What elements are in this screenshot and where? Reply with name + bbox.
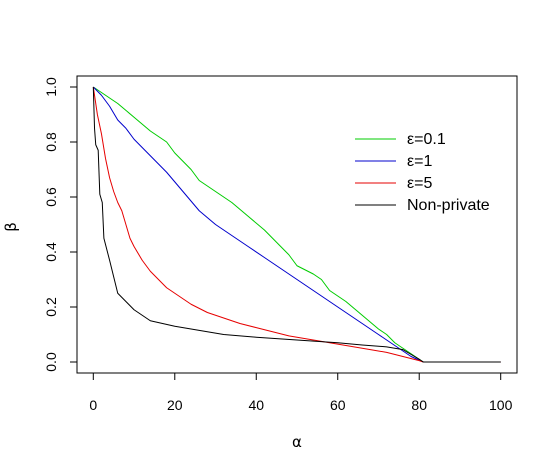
- series-line-4: [92, 86, 501, 363]
- x-tick-label: 40: [248, 397, 264, 413]
- y-tick-label: 0.2: [43, 297, 59, 317]
- legend-label: ε=5: [407, 175, 432, 192]
- series-layer: [92, 86, 501, 363]
- x-tick-label: 60: [330, 397, 346, 413]
- y-tick-label: 0.0: [43, 352, 59, 372]
- series-line-2: [92, 86, 501, 363]
- legend-label: Non-private: [407, 197, 490, 214]
- series-line-1: [93, 86, 501, 363]
- x-axis: 0 20 40 60 80 100: [89, 372, 513, 413]
- plot-box: [76, 75, 518, 374]
- legend: ε=0.1 ε=1 ε=5 Non-private: [355, 131, 490, 214]
- series-line-3: [92, 86, 501, 363]
- x-tick-label: 0: [89, 397, 97, 413]
- y-tick-label: 0.4: [43, 242, 59, 262]
- y-tick-label: 0.6: [43, 187, 59, 207]
- x-tick-label: 80: [411, 397, 427, 413]
- x-tick-label: 100: [489, 397, 513, 413]
- y-axis: 0.0 0.2 0.4 0.6 0.8 1.0: [43, 77, 78, 372]
- y-tick-label: 0.8: [43, 132, 59, 152]
- y-tick-label: 1.0: [43, 77, 59, 97]
- legend-label: ε=0.1: [407, 131, 446, 148]
- y-axis-title: β: [2, 222, 20, 232]
- x-axis-title: α: [292, 433, 302, 451]
- x-tick-label: 20: [167, 397, 183, 413]
- legend-label: ε=1: [407, 153, 432, 170]
